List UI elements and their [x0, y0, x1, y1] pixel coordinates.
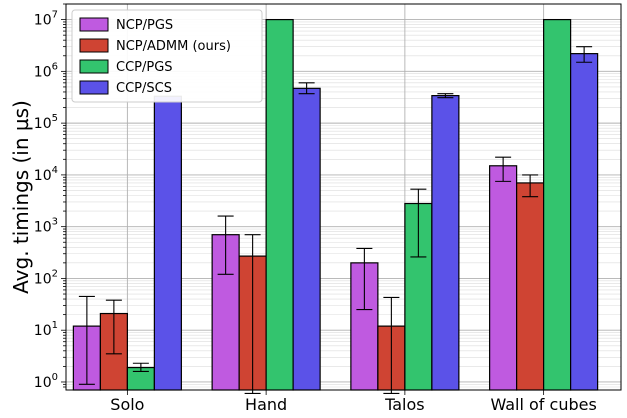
x-tick-label: Wall of cubes: [490, 395, 596, 413]
y-tick-base: 10: [34, 64, 52, 80]
y-tick-exponent: 3: [52, 217, 58, 228]
y-tick-exponent: 0: [52, 372, 58, 383]
plot-frame: [65, 3, 622, 391]
bar: [153, 95, 182, 391]
y-tick-label: 103: [34, 217, 58, 236]
legend-label: CCP/PGS: [116, 60, 173, 75]
bar: [265, 18, 294, 391]
bar: [516, 182, 545, 391]
y-tick-label: 107: [34, 10, 58, 29]
bar: [292, 87, 321, 391]
bar: [431, 95, 460, 391]
y-tick-exponent: 4: [52, 165, 58, 176]
y-tick-label: 100: [34, 372, 58, 391]
bar: [570, 53, 599, 391]
legend-box: [71, 9, 263, 103]
legend: NCP/PGS NCP/ADMM (ours) CCP/PGS CCP/SCS: [71, 9, 263, 103]
legend-label: NCP/ADMM (ours): [116, 39, 231, 54]
y-tick-label: 102: [34, 268, 58, 287]
y-tick-label: 101: [34, 320, 58, 339]
y-tick-base: 10: [34, 323, 52, 339]
x-tick-label: Hand: [245, 395, 287, 413]
y-tick-base: 10: [34, 271, 52, 287]
y-tick-exponent: 6: [52, 61, 58, 72]
y-tick-label: 105: [34, 113, 58, 132]
bar: [543, 18, 572, 391]
y-tick-exponent: 1: [52, 320, 58, 331]
y-tick-exponent: 2: [52, 268, 58, 279]
legend-swatch: [79, 80, 109, 95]
y-tick-exponent: 7: [52, 10, 58, 21]
x-tick-label: Talos: [384, 395, 425, 413]
legend-swatch: [79, 17, 109, 32]
legend-label: NCP/PGS: [116, 18, 173, 33]
y-tick-base: 10: [34, 116, 52, 132]
y-tick-label: 104: [34, 165, 58, 184]
x-tick-label: Solo: [110, 395, 144, 413]
legend-label: CCP/SCS: [116, 81, 172, 96]
y-tick-base: 10: [34, 375, 52, 391]
legend-swatch: [79, 38, 109, 53]
y-tick-base: 10: [34, 168, 52, 184]
bar: [489, 165, 518, 391]
y-axis-label: Avg. timings (in µs): [9, 100, 33, 294]
y-tick-base: 10: [34, 13, 52, 29]
y-tick-base: 10: [34, 220, 52, 236]
y-tick-label: 106: [34, 61, 58, 80]
y-tick-exponent: 5: [52, 113, 58, 124]
legend-swatch: [79, 59, 109, 74]
